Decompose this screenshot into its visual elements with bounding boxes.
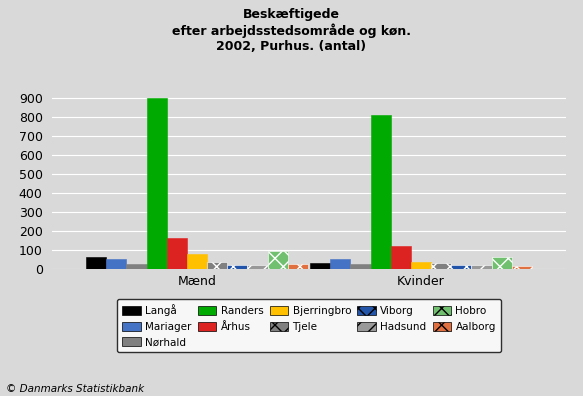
Bar [127, 264, 146, 269]
Legend: Langå, Mariager, Nørhald, Randers, Århus, Bjerringbro, Tjele, Viborg, Hadsund, H: Langå, Mariager, Nørhald, Randers, Århus… [117, 299, 501, 352]
Bar [411, 262, 431, 269]
Bar [167, 238, 187, 269]
Bar [106, 259, 127, 269]
Bar [391, 246, 411, 269]
Bar [227, 265, 247, 269]
Bar [268, 251, 287, 269]
Bar [86, 257, 106, 269]
Text: © Danmarks Statistikbank: © Danmarks Statistikbank [6, 384, 144, 394]
Bar [287, 264, 308, 269]
Bar [207, 262, 227, 269]
Bar [350, 264, 371, 269]
Bar [331, 259, 350, 269]
Bar [247, 265, 268, 269]
Text: Beskæftigede
efter arbejdsstedsområde og køn.
2002, Purhus. (antal): Beskæftigede efter arbejdsstedsområde og… [172, 8, 411, 53]
Bar [472, 265, 491, 269]
Bar [187, 254, 207, 269]
Bar [371, 115, 391, 269]
Bar [146, 98, 167, 269]
Bar [512, 267, 532, 269]
Bar [310, 263, 331, 269]
Bar [431, 263, 451, 269]
Bar [491, 257, 512, 269]
Bar [451, 265, 472, 269]
